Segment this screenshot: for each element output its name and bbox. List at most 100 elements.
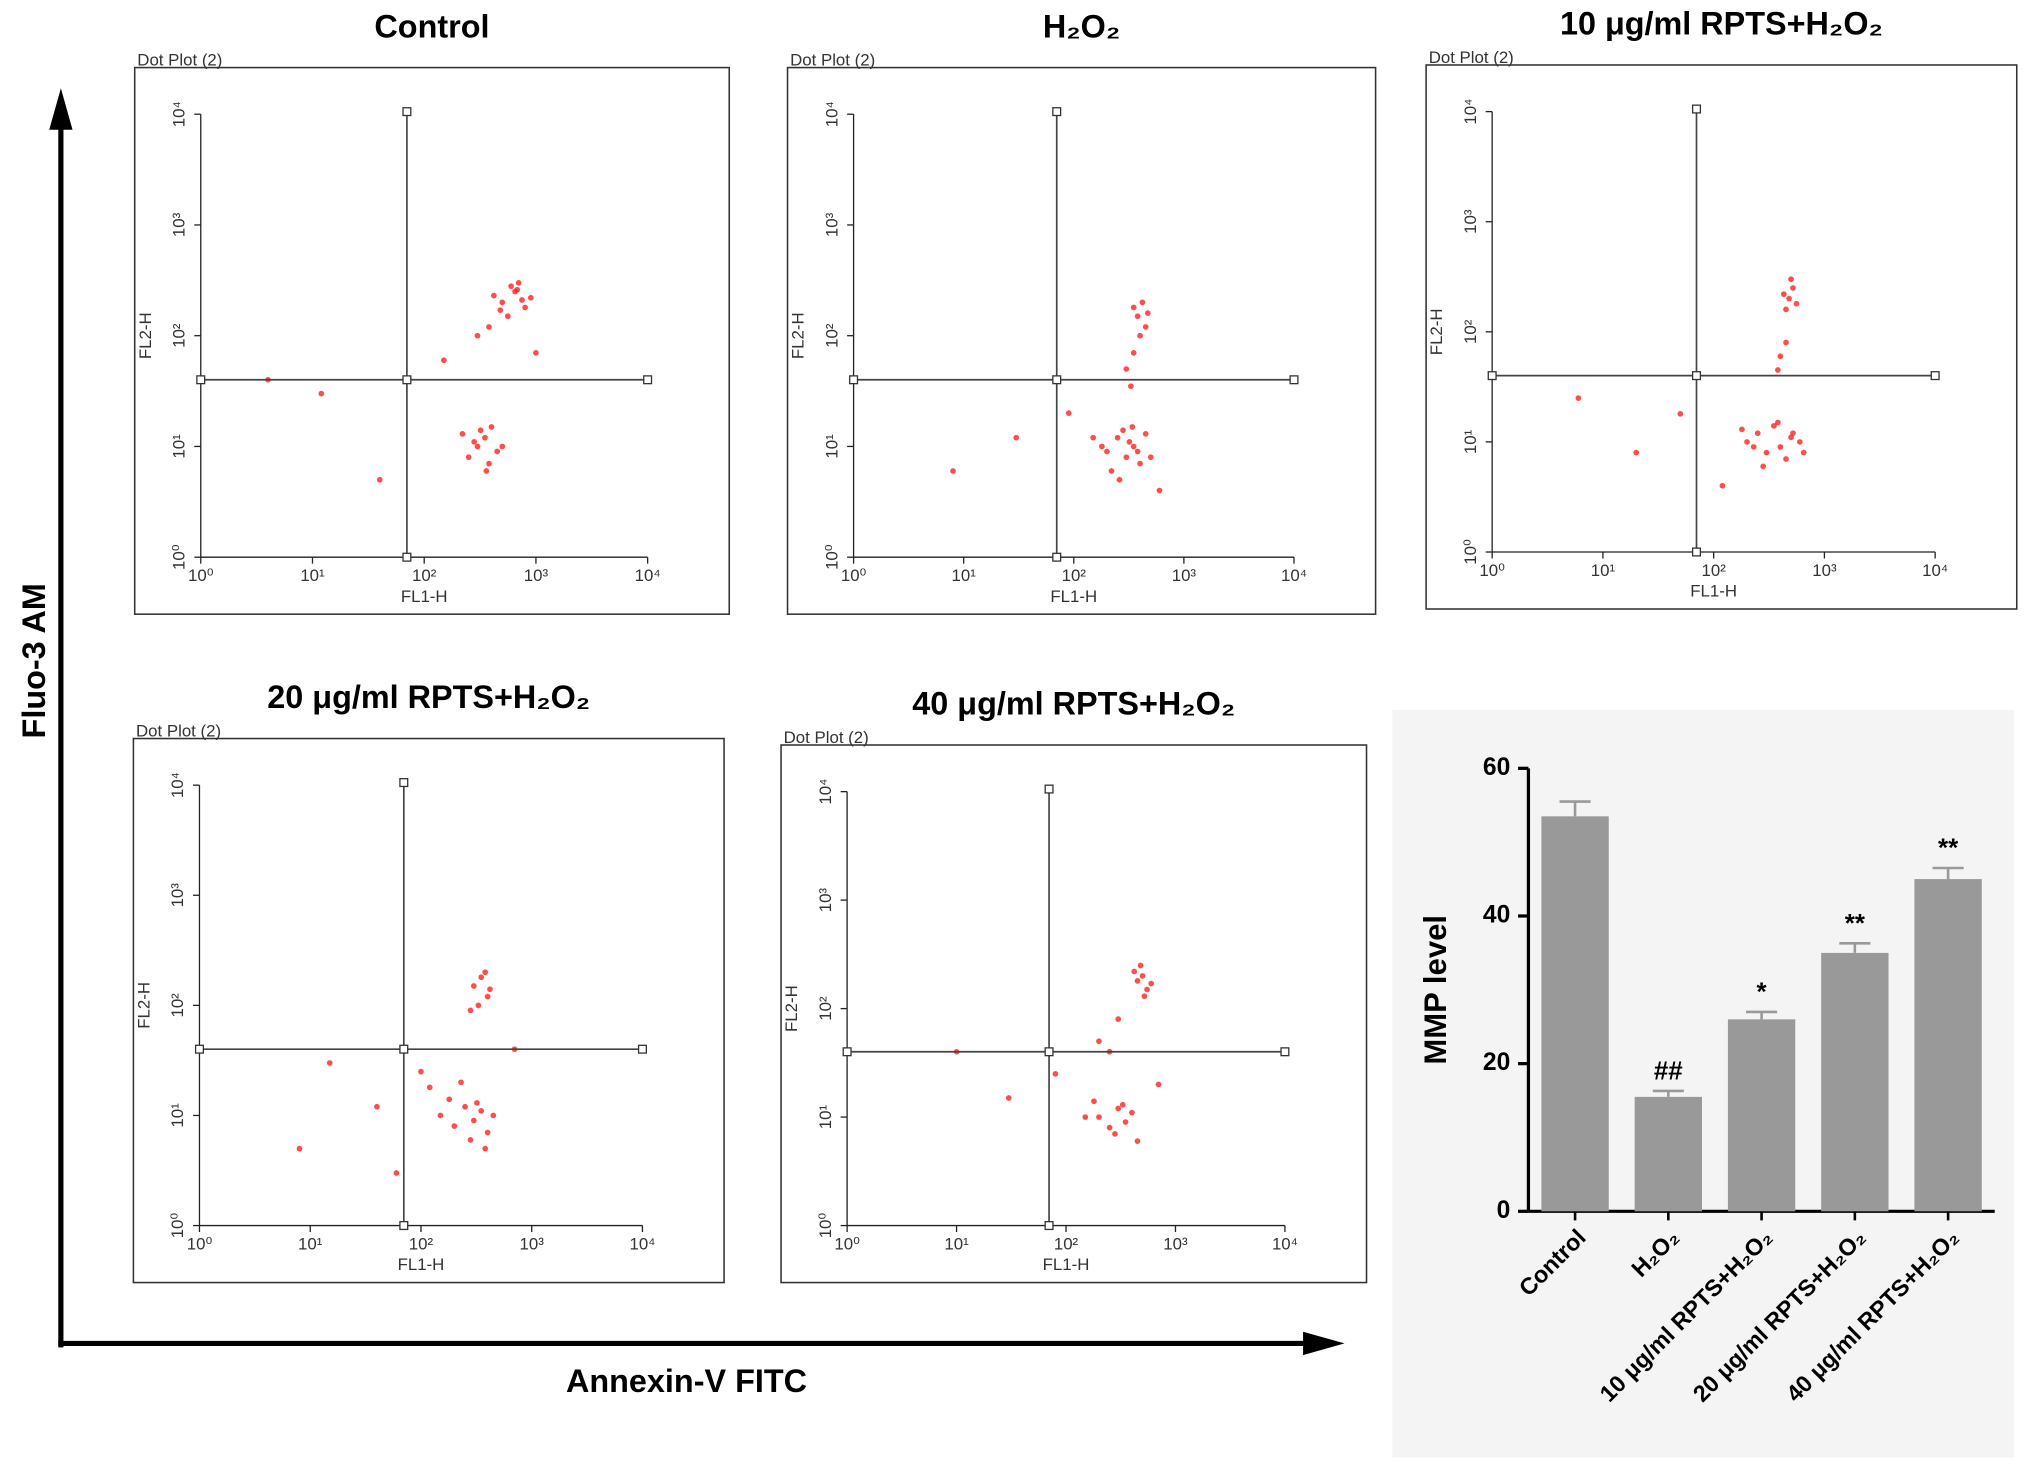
dot bbox=[1126, 439, 1133, 445]
y-tick-label: 10¹ bbox=[1461, 429, 1480, 454]
quadrant-handle bbox=[643, 375, 653, 385]
quadrant-handle bbox=[1691, 547, 1702, 557]
dot bbox=[1130, 350, 1137, 356]
dot bbox=[1783, 339, 1789, 346]
x-tick-label: 10³ bbox=[1812, 561, 1837, 580]
bar bbox=[1914, 879, 1982, 1212]
plot-subtitle: Dot Plot (2) bbox=[137, 51, 222, 70]
x-tick-label: 10⁰ bbox=[834, 1234, 860, 1253]
dot bbox=[1780, 291, 1787, 297]
quadrant-handle bbox=[1289, 375, 1299, 385]
dot bbox=[1129, 424, 1136, 430]
y-tick-label: 40 bbox=[1483, 901, 1510, 928]
y-tick-label: 10⁰ bbox=[1461, 539, 1480, 565]
quadrant-handle bbox=[196, 375, 206, 385]
dot bbox=[478, 974, 485, 981]
y-tick-label: 10³ bbox=[1461, 209, 1480, 234]
dot bbox=[486, 460, 492, 467]
dot bbox=[1777, 444, 1784, 450]
dot bbox=[477, 427, 484, 434]
dot bbox=[1119, 1101, 1126, 1108]
dot bbox=[1137, 332, 1143, 339]
significance-label: ** bbox=[1938, 835, 1959, 863]
dot bbox=[1144, 986, 1150, 993]
dot bbox=[437, 1112, 444, 1119]
dot bbox=[1677, 410, 1684, 417]
x-tick-label: 10³ bbox=[520, 1234, 545, 1253]
y-tick-label: 10² bbox=[816, 996, 835, 1021]
dot bbox=[418, 1068, 424, 1075]
dot bbox=[497, 307, 504, 314]
dot bbox=[318, 390, 325, 397]
dot bbox=[1788, 276, 1794, 283]
x-arrow-head bbox=[1303, 1331, 1345, 1356]
dot bbox=[467, 1007, 474, 1014]
dot bbox=[484, 1129, 491, 1136]
dot bbox=[462, 1103, 468, 1110]
dot bbox=[471, 439, 478, 445]
dot bbox=[1096, 1038, 1102, 1045]
dot bbox=[482, 434, 488, 441]
y-tick-label: 10⁴ bbox=[816, 779, 835, 805]
dot bbox=[514, 286, 521, 293]
significance-label: ## bbox=[1654, 1058, 1683, 1086]
quadrant-handle bbox=[1044, 1221, 1054, 1231]
dot bbox=[1114, 434, 1121, 441]
plot-frame bbox=[780, 744, 1368, 1284]
y-tick-label: 10² bbox=[168, 993, 187, 1018]
dot bbox=[1120, 427, 1126, 434]
quadrant-handle bbox=[1044, 1047, 1054, 1057]
y-tick-label: 20 bbox=[1483, 1049, 1510, 1076]
dot bbox=[1134, 448, 1141, 455]
dot bbox=[1005, 1095, 1012, 1101]
plot-title: Control bbox=[374, 8, 489, 44]
dot bbox=[1783, 306, 1789, 313]
quadrant-handle bbox=[1052, 107, 1062, 117]
dot bbox=[1147, 454, 1154, 461]
dot bbox=[1775, 419, 1781, 426]
y-tick-label: 10⁴ bbox=[168, 772, 187, 798]
y-axis-label: FL2-H bbox=[136, 312, 155, 359]
x-tick-label: 10¹ bbox=[952, 566, 977, 585]
dot bbox=[1134, 1138, 1141, 1144]
plot-subtitle: Dot Plot (2) bbox=[784, 728, 869, 747]
dot bbox=[522, 304, 528, 311]
dot bbox=[426, 1084, 433, 1091]
plot-subtitle: Dot Plot (2) bbox=[1429, 48, 1514, 67]
quadrant-handle bbox=[637, 1044, 647, 1054]
quadrant-handle bbox=[194, 1044, 205, 1054]
dot bbox=[1750, 444, 1757, 450]
dot bbox=[1139, 973, 1146, 979]
y-tick-label: 10⁰ bbox=[822, 544, 841, 570]
dot bbox=[519, 297, 525, 303]
dot bbox=[1115, 1016, 1122, 1022]
dot bbox=[1142, 430, 1149, 437]
dot bbox=[950, 468, 956, 474]
dot bbox=[483, 468, 490, 474]
x-tick-label: 10⁰ bbox=[187, 1234, 213, 1253]
bar-panel-background bbox=[1392, 710, 2015, 1458]
dot bbox=[504, 313, 511, 320]
x-axis-label: FL1-H bbox=[398, 1255, 445, 1274]
dot bbox=[1137, 460, 1143, 467]
bar bbox=[1541, 816, 1609, 1212]
y-tick-label: 10¹ bbox=[169, 434, 188, 459]
y-arrow-head bbox=[49, 88, 73, 130]
dot bbox=[1790, 430, 1796, 437]
quadrant-handle bbox=[402, 107, 412, 117]
x-tick-label: 10⁴ bbox=[1281, 566, 1307, 585]
x-tick-label: 10³ bbox=[1163, 1234, 1188, 1253]
dot bbox=[1106, 1124, 1113, 1131]
dot bbox=[1139, 299, 1146, 306]
quadrant-handle bbox=[402, 552, 412, 562]
y-tick-label: 10⁴ bbox=[1461, 99, 1480, 125]
y-tick-label: 10⁴ bbox=[822, 101, 841, 127]
dot bbox=[1137, 962, 1144, 969]
dot bbox=[499, 443, 506, 450]
quadrant-handle bbox=[1044, 784, 1054, 794]
plot-subtitle: Dot Plot (2) bbox=[136, 722, 221, 741]
dot bbox=[1122, 1119, 1129, 1125]
figure-x-label: Annexin-V FITC bbox=[566, 1363, 807, 1399]
quadrant-handle bbox=[399, 1044, 409, 1054]
